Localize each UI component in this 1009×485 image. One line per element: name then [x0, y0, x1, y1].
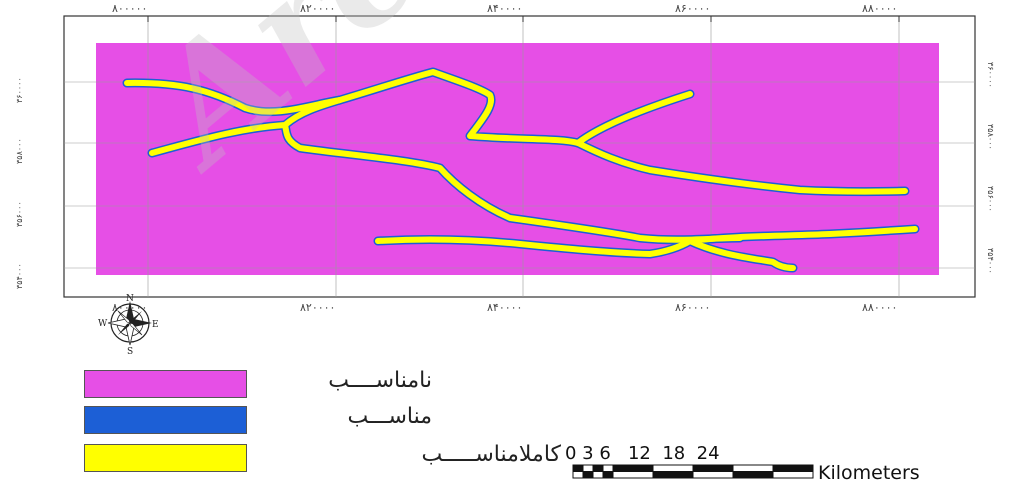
- bottom-tick-label: ۸۶۰۰۰۰: [675, 301, 710, 314]
- legend-swatch-suitable: [84, 406, 247, 434]
- top-ticks: [147, 16, 900, 22]
- scale-bar-unit: Kilometers: [818, 462, 920, 484]
- left-tick-label: ۳۵۶۰۰۰: [15, 201, 24, 227]
- right-tick-label: ۳۶۰۰۰۰: [986, 62, 995, 88]
- top-tick-label: ۸۶۰۰۰۰: [675, 2, 710, 15]
- top-tick-label: ۸۲۰۰۰۰: [300, 2, 335, 15]
- bottom-tick-label: ۸۲۰۰۰۰: [300, 301, 335, 314]
- left-tick-label: ۳۵۸۰۰۰: [15, 138, 24, 164]
- east-label: E: [152, 320, 159, 330]
- legend-label-suitable: مناســـب: [347, 404, 433, 429]
- right-tick-label: ۳۵۸۰۰۰: [986, 124, 995, 150]
- right-tick-label: ۳۵۶۰۰۰: [986, 186, 995, 212]
- top-tick-label: ۸۴۰۰۰۰: [487, 2, 522, 15]
- left-tick-label: ۳۶۰۰۰۰: [15, 77, 24, 103]
- legend-label-unsuitable: نامناســــب: [328, 368, 432, 393]
- bottom-tick-label: ۸۸۰۰۰۰: [862, 301, 897, 314]
- legend-swatch-very-suitable: [84, 444, 247, 472]
- legend-label-very-suitable: کاملامناســـــب: [421, 442, 561, 467]
- north-label: N: [126, 294, 134, 304]
- right-tick-label: ۳۵۴۰۰۰: [986, 248, 995, 274]
- west-label: W: [98, 319, 108, 329]
- top-tick-label: ۸۸۰۰۰۰: [862, 2, 897, 15]
- bottom-tick-label: ۸۴۰۰۰۰: [487, 301, 522, 314]
- scale-bar-numbers: 0 3 6 12 18 24: [565, 443, 720, 464]
- scale-bar: [572, 464, 814, 479]
- very-suitable-zones: [124, 69, 918, 271]
- south-label: S: [127, 347, 133, 357]
- top-tick-label: ۸۰۰۰۰۰: [112, 2, 147, 15]
- compass-rose-icon: N S E W: [98, 294, 159, 357]
- legend-swatch-unsuitable: [84, 370, 247, 398]
- left-tick-label: ۳۵۴۰۰۰: [15, 263, 24, 289]
